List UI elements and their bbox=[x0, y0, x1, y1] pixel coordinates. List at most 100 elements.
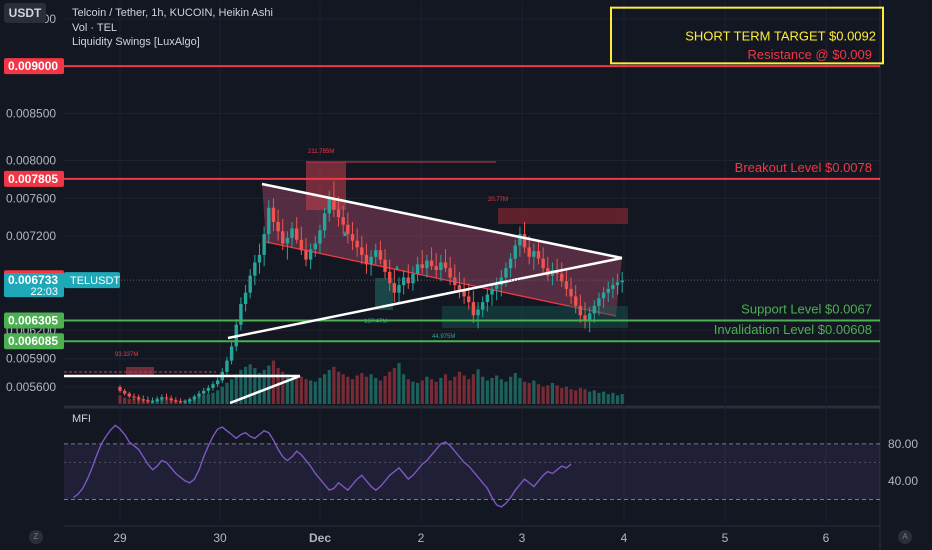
candle-body[interactable] bbox=[169, 398, 173, 401]
candle-body[interactable] bbox=[360, 247, 364, 255]
candle-body[interactable] bbox=[620, 280, 624, 283]
price-pane[interactable] bbox=[64, 2, 880, 404]
candle-body[interactable] bbox=[188, 399, 192, 402]
candle-body[interactable] bbox=[411, 273, 415, 284]
candle-body[interactable] bbox=[597, 298, 601, 306]
candle-body[interactable] bbox=[350, 234, 355, 241]
wedge-upper-trendline[interactable] bbox=[261, 182, 623, 260]
candle-body[interactable] bbox=[267, 207, 271, 235]
candle-body[interactable] bbox=[183, 401, 187, 403]
candle-body[interactable] bbox=[355, 240, 359, 248]
candle-body[interactable] bbox=[253, 262, 257, 276]
candle-body[interactable] bbox=[485, 294, 490, 303]
candle-body[interactable] bbox=[583, 315, 587, 321]
candle-body[interactable] bbox=[415, 264, 420, 274]
candle-body[interactable] bbox=[383, 259, 387, 272]
candle-body[interactable] bbox=[578, 305, 583, 316]
candle-body[interactable] bbox=[397, 285, 401, 293]
candle-body[interactable] bbox=[518, 234, 522, 246]
candle-body[interactable] bbox=[508, 258, 513, 269]
target-box[interactable] bbox=[610, 6, 884, 65]
liquidity-indicator-label[interactable]: Liquidity Swings [LuxAlgo] bbox=[72, 36, 200, 48]
candle-body[interactable] bbox=[243, 292, 248, 304]
candle-body[interactable] bbox=[476, 309, 480, 316]
candle-body[interactable] bbox=[322, 213, 327, 231]
candle-body[interactable] bbox=[122, 390, 127, 394]
symbol-button[interactable]: USDT bbox=[4, 3, 46, 23]
candle-body[interactable] bbox=[494, 285, 499, 289]
candle-body[interactable] bbox=[467, 296, 471, 303]
candle-body[interactable] bbox=[160, 397, 164, 400]
candle-body[interactable] bbox=[257, 254, 262, 263]
candle-body[interactable] bbox=[601, 292, 606, 299]
candle-body[interactable] bbox=[615, 282, 620, 286]
candle-body[interactable] bbox=[285, 237, 290, 244]
candle-body[interactable] bbox=[290, 228, 294, 238]
mfi-line[interactable] bbox=[73, 424, 572, 508]
candle-body[interactable] bbox=[527, 247, 531, 257]
base-diagonal-line[interactable] bbox=[229, 374, 301, 405]
candle-body[interactable] bbox=[262, 234, 266, 255]
candle-body[interactable] bbox=[174, 400, 178, 402]
candle-body[interactable] bbox=[276, 221, 280, 232]
candle-body[interactable] bbox=[587, 313, 592, 321]
candle-body[interactable] bbox=[406, 277, 410, 284]
candle-body[interactable] bbox=[225, 360, 229, 372]
candle-body[interactable] bbox=[127, 393, 131, 397]
candle-body[interactable] bbox=[481, 302, 485, 310]
candle-body[interactable] bbox=[592, 305, 596, 314]
candle-body[interactable] bbox=[206, 387, 211, 391]
candle-body[interactable] bbox=[118, 387, 122, 391]
candle-body[interactable] bbox=[574, 296, 578, 306]
symbol-tag[interactable] bbox=[64, 272, 120, 289]
candle-body[interactable] bbox=[462, 290, 466, 297]
candle-body[interactable] bbox=[332, 198, 336, 210]
candle-body[interactable] bbox=[178, 401, 183, 403]
candle-body[interactable] bbox=[327, 198, 331, 214]
rising-trendline[interactable] bbox=[227, 256, 623, 340]
candle-body[interactable] bbox=[155, 399, 159, 402]
candle-body[interactable] bbox=[434, 266, 438, 270]
price-tag-3[interactable] bbox=[4, 312, 64, 329]
candle-body[interactable] bbox=[453, 277, 457, 286]
candle-body[interactable] bbox=[443, 262, 448, 269]
candle-body[interactable] bbox=[392, 283, 397, 293]
candle-body[interactable] bbox=[304, 250, 308, 260]
candle-body[interactable] bbox=[192, 396, 197, 400]
candle-body[interactable] bbox=[136, 397, 141, 400]
candle-body[interactable] bbox=[378, 250, 383, 260]
candle-body[interactable] bbox=[513, 245, 517, 259]
candle-body[interactable] bbox=[532, 251, 536, 257]
candle-body[interactable] bbox=[229, 346, 234, 361]
candle-body[interactable] bbox=[504, 268, 508, 278]
candle-body[interactable] bbox=[336, 209, 341, 218]
candle-body[interactable] bbox=[401, 277, 406, 286]
candle-body[interactable] bbox=[369, 256, 373, 265]
candle-body[interactable] bbox=[611, 285, 615, 289]
candle-body[interactable] bbox=[420, 264, 424, 269]
volume-indicator-label[interactable]: Vol · TEL bbox=[72, 22, 118, 34]
price-tag-1[interactable] bbox=[4, 170, 64, 187]
candle-body[interactable] bbox=[541, 258, 545, 269]
candle-body[interactable] bbox=[346, 224, 350, 235]
candle-body[interactable] bbox=[569, 288, 573, 297]
candle-body[interactable] bbox=[388, 271, 392, 284]
candle-body[interactable] bbox=[248, 275, 252, 293]
candle-body[interactable] bbox=[308, 249, 313, 260]
candle-body[interactable] bbox=[560, 273, 564, 282]
candle-body[interactable] bbox=[313, 243, 317, 250]
candle-body[interactable] bbox=[364, 254, 369, 265]
candle-body[interactable] bbox=[471, 302, 476, 316]
price-tag-4[interactable] bbox=[4, 333, 64, 350]
candle-body[interactable] bbox=[522, 234, 527, 248]
candle-body[interactable] bbox=[606, 288, 610, 293]
candle-body[interactable] bbox=[341, 217, 345, 225]
timezone-corner-icon[interactable]: Z bbox=[29, 530, 43, 544]
candle-body[interactable] bbox=[271, 207, 276, 222]
auto-scale-corner-icon[interactable]: A bbox=[898, 530, 912, 544]
candle-body[interactable] bbox=[164, 397, 169, 399]
candle-body[interactable] bbox=[490, 288, 494, 295]
candle-body[interactable] bbox=[146, 400, 150, 402]
candle-body[interactable] bbox=[141, 399, 145, 401]
